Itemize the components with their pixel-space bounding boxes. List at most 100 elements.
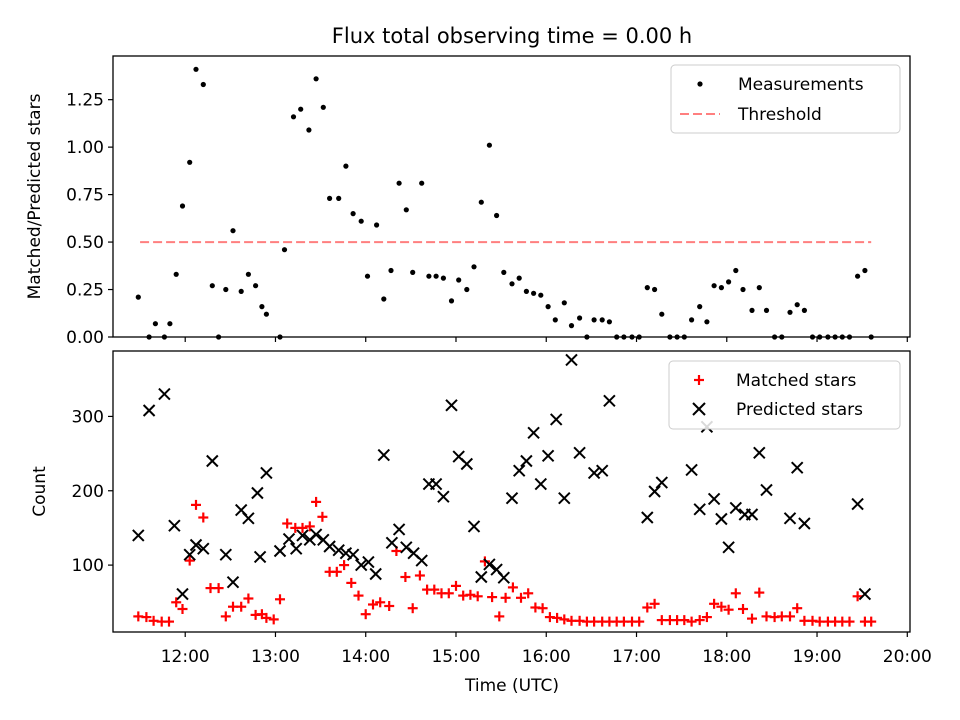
bottom-x-tick-label: 16:00: [522, 647, 571, 667]
predicted-star-point: [369, 567, 382, 581]
measurement-point: [410, 269, 416, 275]
predicted-star-point: [415, 554, 428, 567]
matched-star-point: [368, 599, 378, 610]
measurement-point: [298, 106, 304, 112]
matched-star-point: [353, 590, 364, 601]
predicted-star-point: [242, 512, 255, 525]
predicted-star-point: [429, 477, 443, 491]
predicted-star-point: [512, 464, 526, 477]
measurement-point: [552, 317, 558, 323]
matched-star-point: [642, 602, 653, 613]
predicted-star-point: [722, 541, 735, 554]
measurement-point: [538, 292, 544, 298]
predicted-star-point: [573, 446, 586, 460]
matched-star-point: [552, 612, 563, 623]
threshold-legend-label: Threshold: [737, 105, 822, 125]
measurement-point: [509, 281, 515, 287]
matched-legend-marker: [694, 375, 704, 385]
matched-star-point: [275, 594, 285, 605]
predicted-star-point: [798, 517, 811, 530]
bottom-plot-area: [132, 353, 877, 627]
matched-star-point: [311, 496, 322, 507]
measurement-point: [259, 304, 265, 310]
matched-star-point: [634, 616, 645, 627]
measurement-point: [179, 203, 186, 209]
measurement-point: [501, 269, 507, 275]
matched-star-point: [844, 616, 855, 627]
measurement-point: [403, 207, 409, 213]
bottom-y-tick-label: 200: [72, 482, 104, 502]
measurement-point: [238, 288, 244, 294]
predicted-star-point: [260, 466, 273, 480]
matched-star-point: [649, 598, 660, 609]
measurements-legend-marker: [697, 81, 703, 87]
predicted-star-point: [392, 523, 406, 536]
measurement-point: [523, 288, 530, 294]
measurement-point: [733, 267, 739, 274]
measurement-point: [448, 298, 455, 304]
bottom-axes-frame: [112, 350, 911, 633]
predicted-star-point: [323, 540, 336, 553]
measurement-point: [327, 195, 333, 201]
matched-star-point: [679, 615, 690, 626]
measurement-point: [659, 311, 665, 317]
measurement-point: [478, 199, 484, 205]
measurement-point: [794, 302, 800, 308]
measurement-point: [343, 163, 349, 169]
predicted-star-point: [282, 532, 296, 546]
matched-star-point: [297, 522, 308, 533]
matched-star-point: [494, 611, 505, 622]
predicted-star-point: [527, 426, 540, 440]
predicted-star-point: [142, 404, 156, 417]
predicted-star-point: [587, 466, 601, 480]
bottom-y-ticks: 100 200 300: [72, 407, 113, 576]
predicted-star-point: [219, 548, 233, 561]
measurement-point: [135, 294, 141, 300]
top-plot-area: [135, 66, 874, 340]
measurement-point: [223, 286, 229, 293]
matched-star-point: [360, 609, 371, 620]
predicted-star-point: [226, 575, 240, 589]
predicted-star-point: [467, 520, 481, 533]
predicted-star-point: [497, 571, 511, 584]
matched-star-point: [866, 616, 877, 627]
measurement-point: [689, 317, 695, 323]
measurement-point: [358, 218, 364, 224]
top-panel: 0.00 0.25 0.50 0.75 1.00 1.25 Matched/Predict…: [25, 55, 911, 348]
matched-star-point: [213, 583, 224, 594]
predicted-star-point: [253, 550, 267, 564]
matched-star-point: [191, 499, 201, 510]
predicted-legend-marker: [692, 402, 706, 416]
measurement-point: [697, 304, 703, 310]
predicted-star-point: [783, 512, 797, 525]
measurement-point: [801, 307, 808, 313]
measurement-point: [364, 273, 371, 279]
measurement-point: [531, 290, 537, 296]
top-y-ticks: 0.00 0.25 0.50 0.75 1.00 1.25: [66, 91, 113, 348]
top-y-tick-label: 1.25: [66, 91, 104, 111]
matched-star-point: [730, 588, 741, 599]
measurement-point: [440, 275, 446, 281]
matched-star-point: [738, 604, 748, 614]
matched-star-point: [429, 584, 440, 595]
matched-star-point: [516, 592, 526, 603]
measurement-point: [187, 159, 193, 165]
top-y-axis-label: Matched/Predicted stars: [25, 93, 45, 299]
predicted-legend-label: Predicted stars: [736, 400, 863, 420]
measurement-point: [740, 286, 746, 293]
predicted-star-point: [851, 497, 864, 511]
measurement-point: [599, 317, 605, 323]
matched-star-point: [243, 593, 254, 604]
matched-star-point: [236, 601, 247, 612]
matched-star-point: [559, 614, 570, 625]
matched-star-point: [792, 603, 803, 614]
top-x-ticks: [184, 337, 908, 342]
matched-star-point: [141, 612, 152, 623]
measurement-point: [253, 283, 259, 289]
measurement-point: [763, 307, 770, 313]
top-y-tick-label: 0.00: [66, 328, 104, 348]
matched-star-point: [317, 511, 328, 522]
measurement-point: [193, 66, 199, 72]
measurement-point: [313, 76, 319, 82]
predicted-star-point: [558, 491, 571, 505]
